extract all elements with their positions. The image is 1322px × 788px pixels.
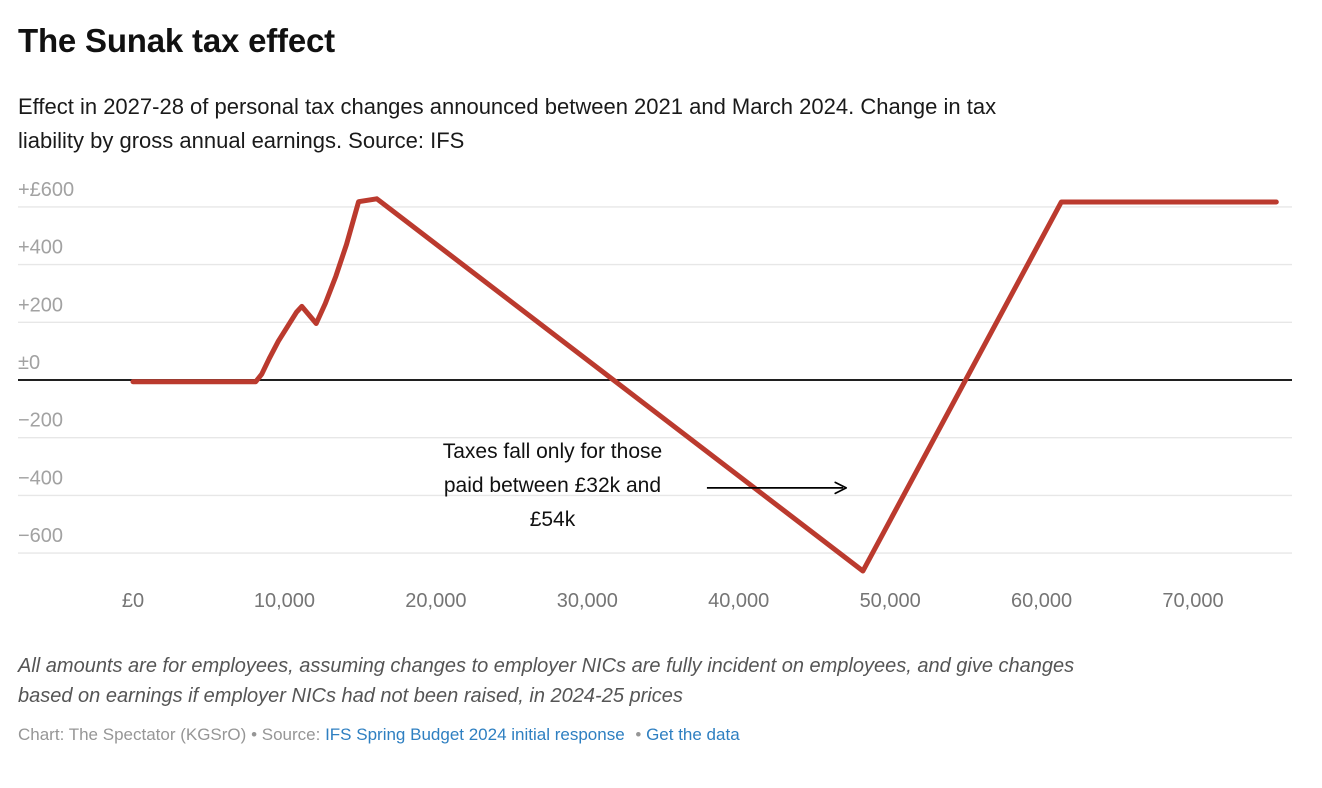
get-the-data-link[interactable]: Get the data [646, 725, 740, 744]
y-tick-label: −400 [18, 467, 63, 489]
chart-footnote-line-1: All amounts are for employees, assuming … [18, 655, 1075, 677]
x-tick-label: £0 [122, 590, 144, 612]
x-tick-label: 60,000 [1011, 590, 1072, 612]
x-tick-label: 20,000 [405, 590, 466, 612]
x-tick-label: 70,000 [1162, 590, 1223, 612]
credit-separator-2: • [635, 725, 642, 744]
y-tick-label: ±0 [18, 352, 40, 374]
annotation-text-line: Taxes fall only for those [443, 440, 662, 463]
source-link[interactable]: IFS Spring Budget 2024 initial response [325, 725, 625, 744]
chart-title: The Sunak tax effect [18, 22, 335, 59]
y-tick-label: +£600 [18, 179, 74, 201]
chart-footnote: All amounts are for employees, assuming … [18, 651, 1304, 711]
annotation-text-line: £54k [530, 508, 576, 531]
chart-subtitle: Effect in 2027-28 of personal tax change… [18, 90, 1304, 158]
annotation-arrow-head [834, 481, 848, 495]
line-chart-plot-area: +£600 +400 +200 ±0 −200 −400 −600 £0 10,000 20,00… [18, 179, 1292, 612]
x-tick-label: 50,000 [860, 590, 921, 612]
y-tick-label: −600 [18, 525, 63, 547]
y-tick-label: −200 [18, 410, 63, 432]
chart-footnote-line-2: based on earnings if employer NICs had n… [18, 685, 683, 707]
x-tick-label: 30,000 [557, 590, 618, 612]
credit-source-label: Source: [261, 725, 321, 744]
y-tick-label: +200 [18, 294, 63, 316]
credit-byline: Chart: The Spectator (KGSrO) [18, 725, 247, 744]
tax-change-line [130, 196, 1279, 574]
chart-subtitle-line-2: liability by gross annual earnings. Sour… [18, 128, 465, 153]
y-tick-label: +400 [18, 237, 63, 259]
chart-credit-line: Chart: The Spectator (KGSrO) • Source: I… [18, 724, 1304, 745]
x-tick-label: 40,000 [708, 590, 769, 612]
annotation-text-line: paid between £32k and [444, 474, 661, 497]
chart-subtitle-line-1: Effect in 2027-28 of personal tax change… [18, 94, 997, 119]
credit-separator: • [251, 725, 258, 744]
x-tick-label: 10,000 [254, 590, 315, 612]
